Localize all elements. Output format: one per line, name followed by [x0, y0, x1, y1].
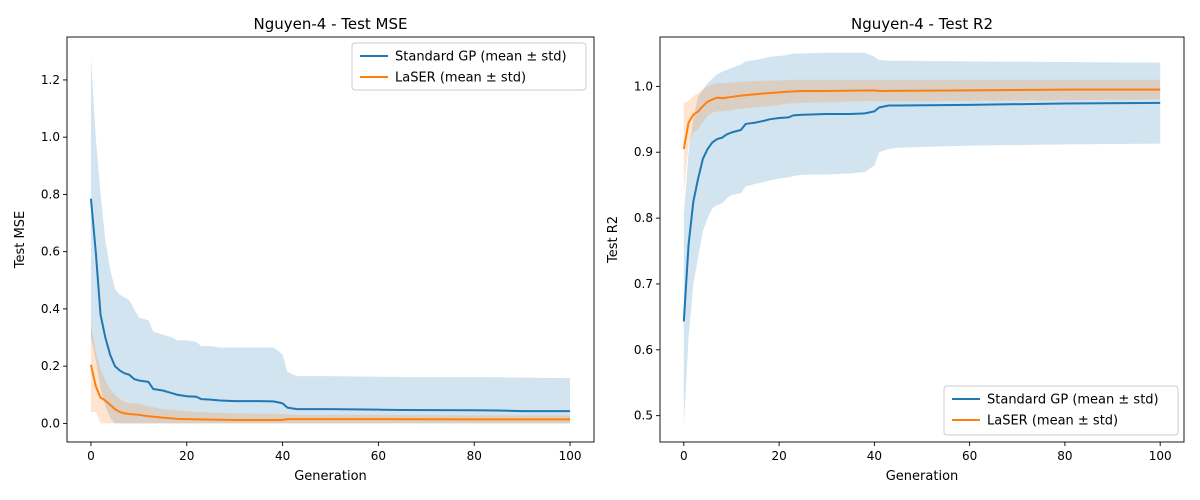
- x-tick-label: 60: [962, 449, 977, 463]
- y-tick-label: 0.7: [634, 277, 653, 291]
- plot-area: [89, 57, 571, 424]
- legend-label-series-1: LaSER (mean ± std): [987, 414, 1118, 429]
- x-tick-label: 0: [680, 449, 688, 463]
- chart-1: Nguyen-4 - Test R2 0 20 40 60 80 100 0.5 0.6 0.7 0…: [606, 15, 1185, 484]
- y-tick-label: 0.2: [41, 359, 60, 373]
- x-axis-label: Generation: [294, 469, 367, 484]
- x-axis-label: Generation: [886, 469, 959, 484]
- plot-area: [682, 52, 1161, 426]
- y-tick-label: 1.2: [41, 73, 60, 87]
- mean-line-series-1: [89, 364, 571, 421]
- legend-label-series-0: Standard GP (mean ± std): [395, 50, 567, 65]
- x-tick-label: 80: [1057, 449, 1072, 463]
- legend-label-series-1: LaSER (mean ± std): [395, 71, 526, 86]
- y-axis-label: Test R2: [606, 216, 621, 264]
- std-band-series-1: [683, 79, 1161, 192]
- y-tick-label: 0.5: [634, 409, 653, 423]
- legend: Standard GP (mean ± std) LaSER (mean ± st…: [351, 42, 587, 91]
- mean-line-series-0: [682, 101, 1161, 322]
- y-tick-label: 0.6: [41, 245, 60, 259]
- chart-title: Nguyen-4 - Test R2: [851, 15, 993, 33]
- mean-line-series-1: [682, 88, 1161, 150]
- std-band-series-0: [90, 57, 571, 424]
- std-band-series-1: [90, 323, 571, 424]
- legend-label-series-0: Standard GP (mean ± std): [987, 393, 1159, 408]
- std-band-series-0: [683, 52, 1161, 426]
- legend-box: [943, 385, 1179, 436]
- x-tick-label: 40: [867, 449, 882, 463]
- x-tick-label: 20: [179, 449, 194, 463]
- y-tick-label: 0.8: [41, 187, 60, 201]
- chart-0: Nguyen-4 - Test MSE 0 20 40 60 80 100 0.0 0.2 0.4…: [13, 15, 595, 484]
- x-tick-label: 0: [87, 449, 95, 463]
- y-tick-label: 1.0: [634, 79, 653, 93]
- x-tick-label: 40: [275, 449, 290, 463]
- x-tick-label: 100: [559, 449, 582, 463]
- x-tick-label: 80: [467, 449, 482, 463]
- y-tick-label: 0.8: [634, 211, 653, 225]
- y-tick-label: 0.0: [41, 416, 60, 430]
- axes-frame: [659, 36, 1185, 443]
- chart-title: Nguyen-4 - Test MSE: [253, 15, 407, 33]
- y-tick-label: 0.6: [634, 343, 653, 357]
- mean-line-series-0: [89, 198, 571, 413]
- legend-box: [351, 42, 587, 91]
- y-tick-label: 0.9: [634, 145, 653, 159]
- legend: Standard GP (mean ± std) LaSER (mean ± st…: [943, 385, 1179, 436]
- x-tick-label: 20: [771, 449, 786, 463]
- x-tick-label: 60: [371, 449, 386, 463]
- axes-frame: [66, 36, 595, 443]
- y-axis-label: Test MSE: [13, 211, 28, 269]
- x-tick-label: 100: [1149, 449, 1172, 463]
- y-tick-label: 0.4: [41, 302, 60, 316]
- y-tick-label: 1.0: [41, 130, 60, 144]
